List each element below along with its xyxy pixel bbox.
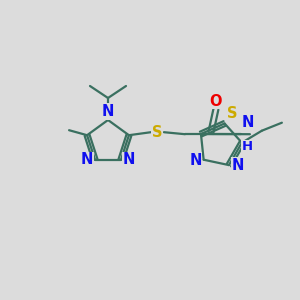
- Text: N: N: [123, 152, 135, 167]
- Text: O: O: [210, 94, 222, 109]
- Text: S: S: [152, 125, 162, 140]
- Text: N: N: [81, 152, 93, 167]
- Text: H: H: [242, 140, 253, 153]
- Text: N: N: [102, 104, 114, 119]
- Text: N: N: [189, 153, 202, 168]
- Text: N: N: [242, 115, 254, 130]
- Text: N: N: [232, 158, 244, 172]
- Text: S: S: [226, 106, 237, 122]
